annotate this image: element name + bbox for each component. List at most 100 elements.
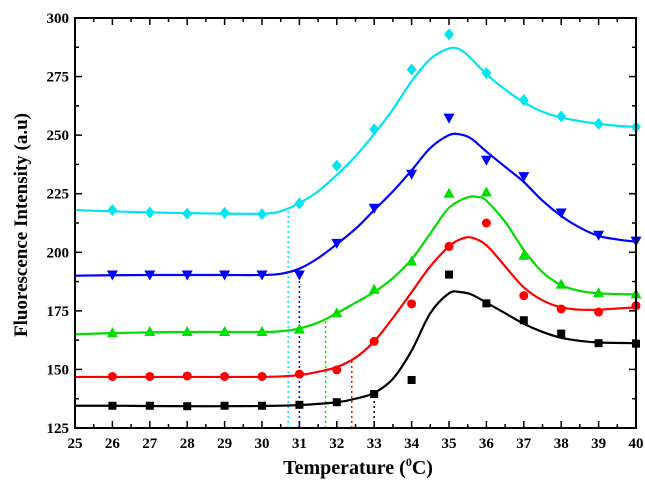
ticks: [74, 17, 637, 429]
x-tick-label: 38: [554, 436, 569, 452]
plot-frame: [74, 17, 637, 429]
y-tick-label: 250: [47, 128, 70, 144]
data-point: [107, 204, 118, 217]
axes: [74, 17, 637, 429]
data-point: [406, 169, 418, 180]
data-point: [181, 325, 193, 336]
data-point: [257, 208, 267, 221]
fit-curve: [74, 195, 637, 336]
data-point: [293, 323, 305, 334]
data-point: [519, 316, 528, 325]
y-tick-label: 125: [47, 421, 70, 437]
data-point: [593, 287, 605, 298]
data-point: [481, 218, 491, 228]
data-point: [219, 206, 230, 219]
data-point: [369, 336, 379, 346]
y-tick-label: 275: [47, 70, 70, 86]
data-point: [219, 270, 231, 281]
y-tick-label: 175: [47, 304, 70, 320]
x-tick-label: 39: [591, 436, 606, 452]
data-point: [482, 299, 491, 308]
data-point: [443, 187, 455, 198]
data-point: [444, 241, 454, 251]
x-tick-label: 26: [105, 436, 121, 452]
data-point: [144, 270, 156, 281]
data-point: [331, 238, 343, 249]
data-point: [258, 401, 266, 410]
data-point: [370, 390, 379, 399]
data-point: [256, 325, 268, 336]
y-axis-label: Fluorescence Intensity (a.u): [11, 113, 32, 337]
data-point: [257, 371, 267, 381]
data-point: [145, 371, 155, 381]
data-point: [107, 371, 117, 381]
data-point: [145, 401, 154, 410]
data-point: [593, 230, 605, 241]
x-tick-label: 28: [180, 436, 195, 452]
data-point: [406, 255, 418, 266]
data-point: [331, 159, 342, 172]
data-point: [557, 329, 566, 338]
data-point: [556, 304, 566, 314]
fit-curves: [74, 46, 637, 408]
y-tick-label: 150: [47, 362, 70, 378]
data-point: [406, 63, 417, 76]
data-point: [183, 402, 192, 411]
data-point: [295, 400, 304, 409]
data-point: [368, 283, 380, 294]
fit-curve: [74, 46, 637, 215]
x-tick-label: 34: [404, 436, 420, 452]
x-tick-label: 25: [68, 436, 83, 452]
data-point: [407, 299, 417, 309]
data-point: [480, 155, 492, 166]
data-point: [106, 270, 118, 281]
data-points: [106, 28, 642, 411]
data-point: [518, 94, 529, 106]
x-tick-label: 30: [255, 436, 270, 452]
data-point: [444, 28, 454, 41]
data-point: [594, 307, 604, 317]
data-point: [594, 339, 603, 348]
data-point: [332, 398, 341, 407]
x-axis-label: Temperature (0C): [283, 455, 433, 479]
data-point: [293, 270, 305, 281]
data-point: [518, 249, 530, 260]
data-point: [294, 197, 305, 210]
transition-guides: [287, 208, 375, 428]
data-point: [256, 270, 268, 281]
data-point: [220, 401, 229, 410]
x-axis-label-tail: C): [412, 457, 433, 479]
tick-labels: 25 26 27 28 29 30 31 32 33 34 35 36 37 38 39 40 125 150 17…: [47, 11, 644, 452]
data-point: [445, 270, 453, 279]
data-point: [555, 278, 567, 289]
data-point: [481, 67, 492, 80]
y-tick-label: 225: [47, 187, 70, 203]
data-point: [480, 186, 492, 197]
data-point: [108, 401, 117, 410]
x-tick-label: 27: [142, 436, 158, 452]
data-point: [181, 270, 193, 281]
y-tick-label: 300: [47, 11, 70, 27]
data-point: [220, 371, 230, 381]
data-point: [519, 291, 529, 301]
data-point: [369, 123, 380, 136]
data-point: [407, 375, 416, 384]
data-point: [368, 203, 380, 214]
data-point: [332, 365, 342, 375]
data-point: [182, 207, 193, 220]
data-point: [144, 325, 156, 336]
x-tick-label: 33: [367, 436, 382, 452]
x-axis-label-superscript: 0: [406, 455, 412, 469]
data-point: [144, 206, 155, 219]
data-point: [555, 208, 567, 219]
x-tick-label: 32: [329, 436, 344, 452]
fit-curve: [74, 290, 637, 408]
data-point: [182, 371, 192, 381]
fit-curve: [75, 236, 637, 379]
x-tick-label: 35: [442, 436, 457, 452]
data-point: [331, 307, 343, 318]
data-point: [294, 369, 304, 379]
x-tick-label: 37: [516, 436, 532, 452]
